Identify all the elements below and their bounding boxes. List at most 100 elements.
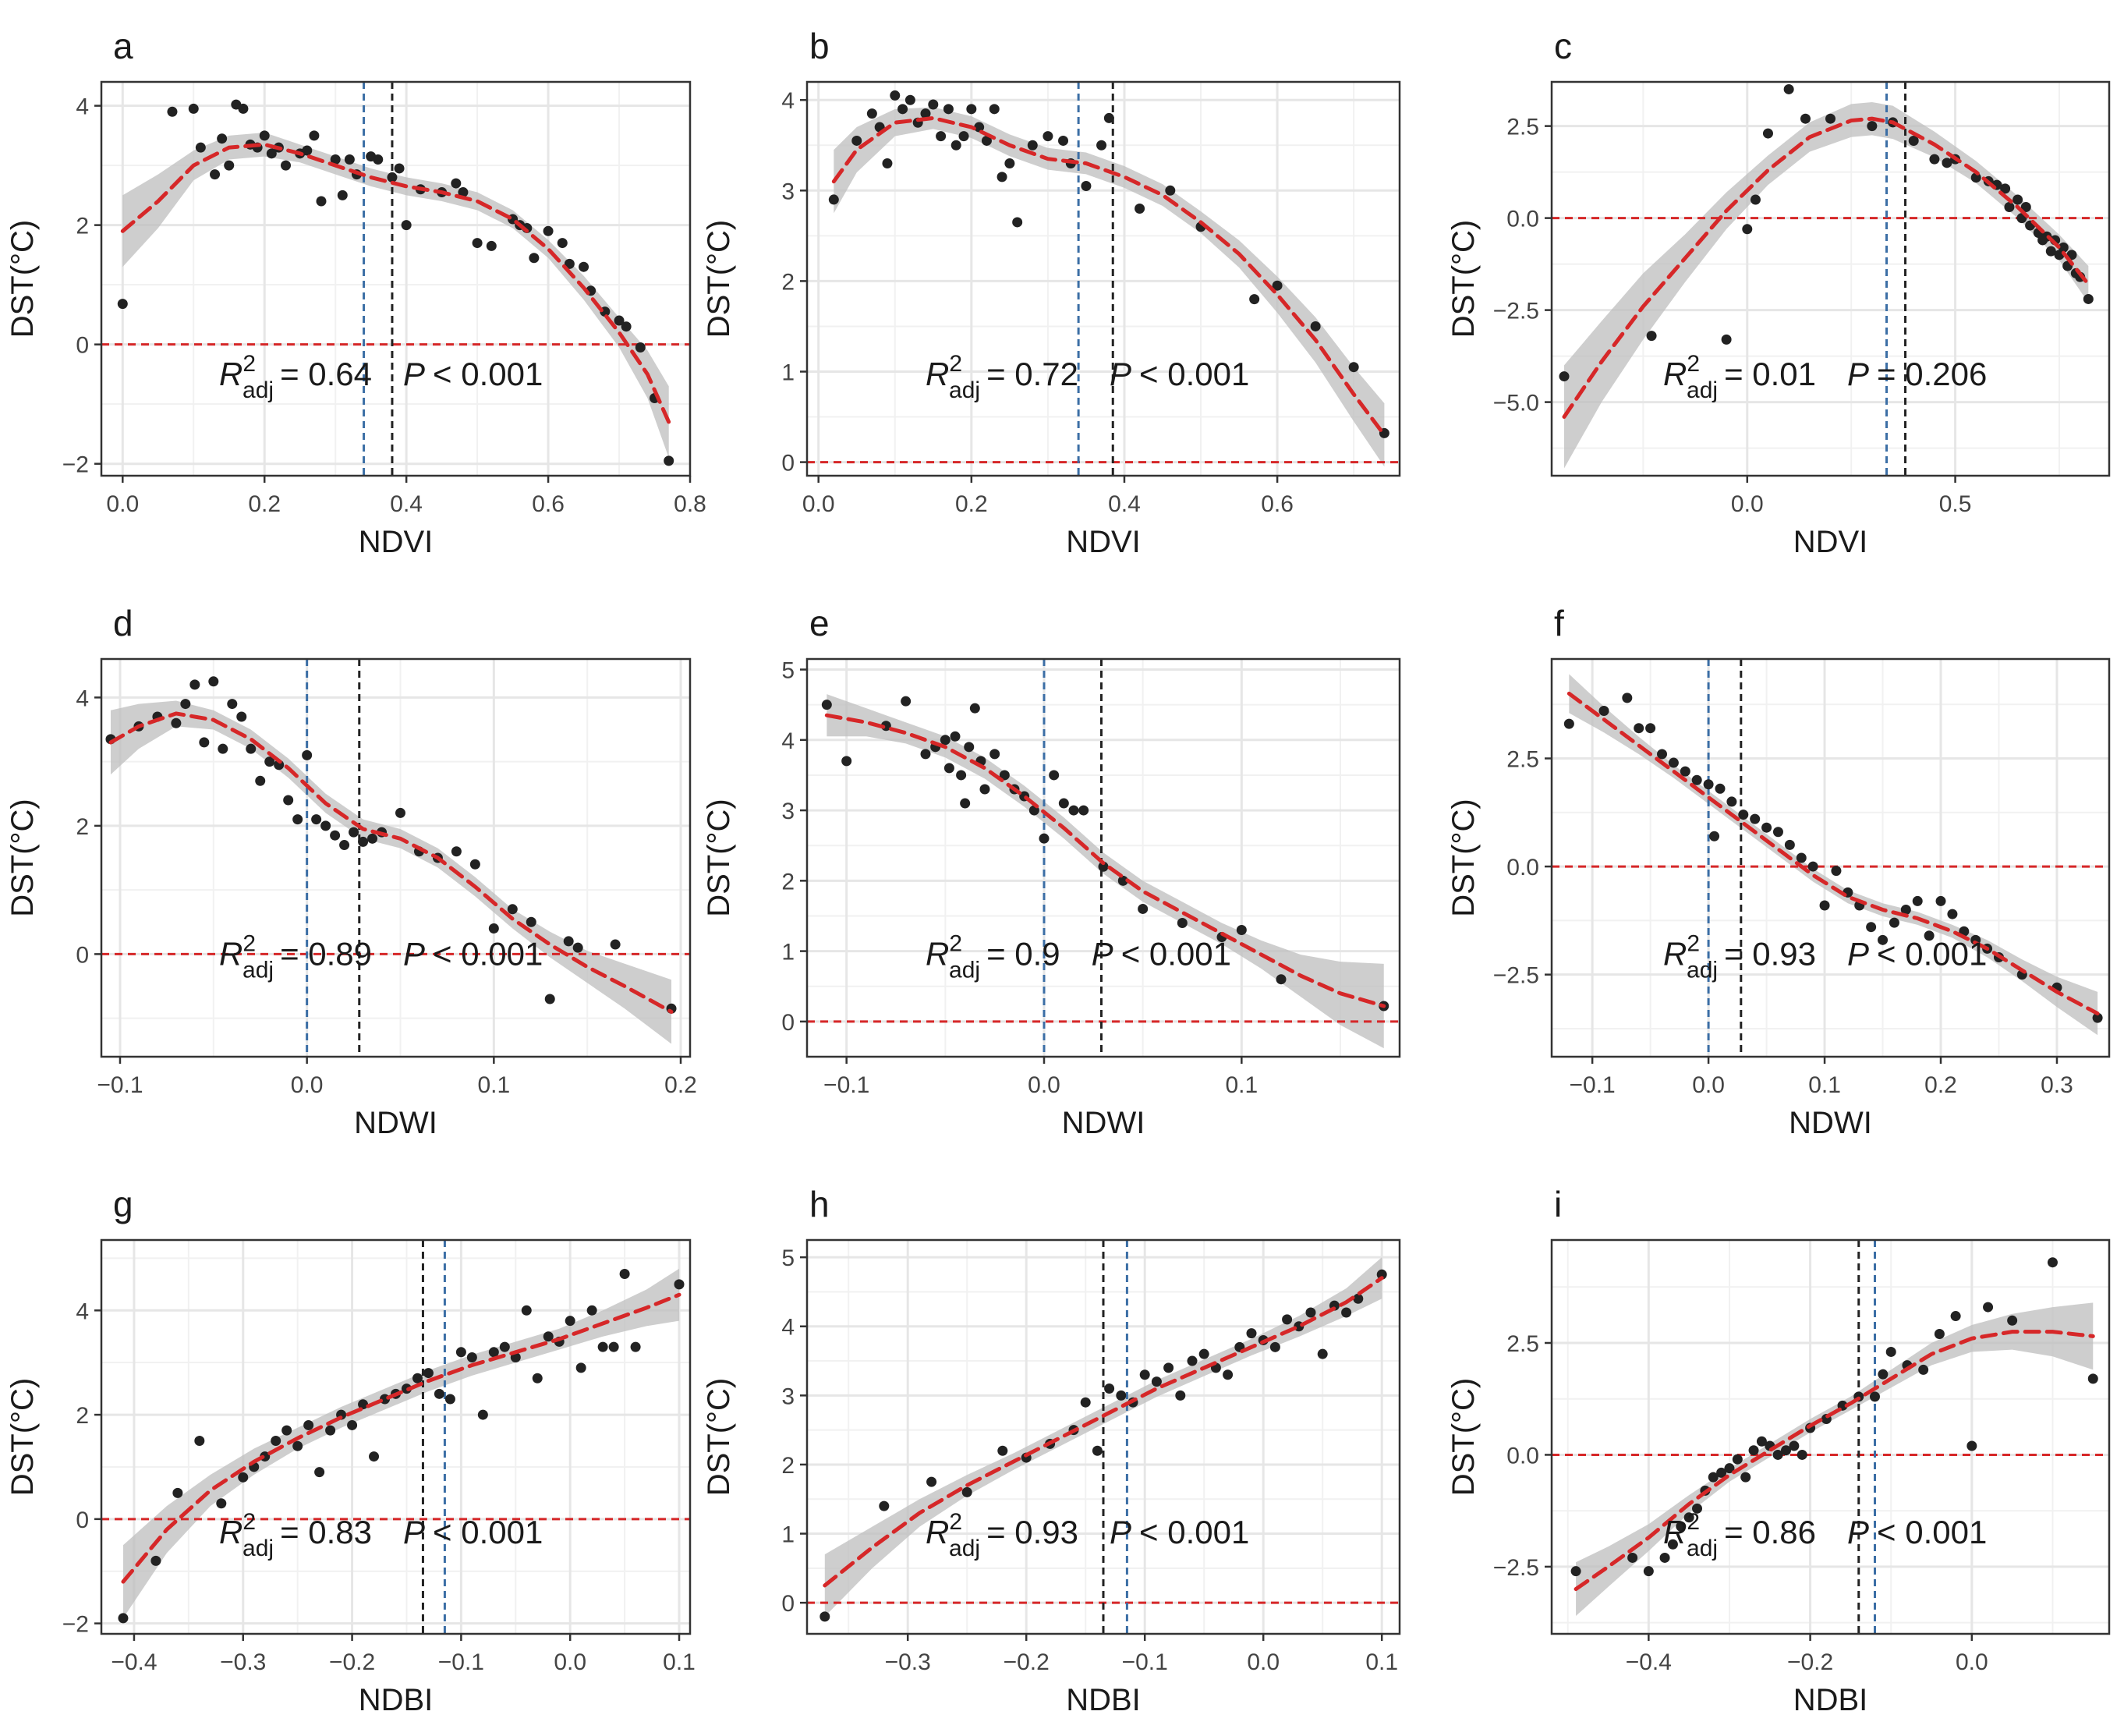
- plot-frame: [100, 80, 692, 477]
- data-point: [1900, 905, 1911, 916]
- data-point: [347, 1419, 358, 1430]
- y-tick-label: 2: [781, 869, 795, 895]
- r2-value: = 0.9: [986, 936, 1060, 973]
- data-point: [320, 820, 331, 831]
- r2-symbol: R: [1663, 356, 1687, 392]
- data-point: [2045, 246, 2056, 257]
- data-point: [1563, 718, 1574, 729]
- plot-background: [1552, 659, 2109, 1057]
- r2-value: = 0.01: [1724, 356, 1816, 392]
- data-point: [1683, 1512, 1694, 1523]
- data-point: [255, 775, 266, 786]
- data-point: [1726, 796, 1737, 807]
- data-point: [1116, 1390, 1127, 1401]
- p-value: < 0.001: [433, 1514, 543, 1550]
- p-symbol: P: [1847, 356, 1869, 392]
- r2-superscript: 2: [949, 931, 962, 957]
- p-value: < 0.001: [1877, 1514, 1987, 1550]
- data-point: [195, 142, 206, 153]
- x-tick-label: 0.5: [1939, 491, 1972, 517]
- data-point: [614, 315, 625, 326]
- x-tick-label: −0.4: [111, 1649, 157, 1675]
- data-point: [330, 154, 341, 165]
- data-point: [1869, 1391, 1880, 1402]
- x-tick-label: 0.0: [106, 491, 139, 517]
- y-tick-label: 2.5: [1506, 747, 1539, 773]
- data-point: [526, 916, 536, 927]
- r2-superscript: 2: [242, 931, 256, 957]
- y-tick-label: 2: [781, 269, 795, 295]
- x-tick-label: 0.1: [1225, 1072, 1258, 1098]
- y-tick-label: 3: [781, 1383, 795, 1409]
- r2-subscript: adj: [242, 958, 274, 983]
- data-point: [828, 194, 839, 205]
- data-point: [1249, 294, 1260, 305]
- stat-annotation: R2 adj = 0.01 P = 0.206: [1663, 351, 1987, 403]
- data-point: [189, 679, 200, 690]
- plot-area: [1552, 1240, 2109, 1634]
- data-point: [1800, 113, 1811, 124]
- data-point: [557, 238, 568, 249]
- data-point: [1081, 181, 1092, 192]
- plot-area: [807, 659, 1400, 1057]
- data-point: [950, 140, 961, 151]
- data-point: [150, 1555, 161, 1566]
- r2-superscript: 2: [242, 1509, 256, 1535]
- confidence-band: [122, 133, 669, 459]
- data-point: [1878, 1369, 1889, 1380]
- panel-g: −0.4 −0.3 −0.2 −0.1 0.0 0.1 −2 0 2 4 NDBI DST(°C) g R…: [5, 1184, 696, 1717]
- data-point: [303, 1419, 314, 1430]
- data-point: [1934, 1329, 1945, 1340]
- data-point: [118, 1613, 129, 1624]
- data-points: [105, 676, 677, 1014]
- data-point: [1935, 895, 1946, 906]
- data-point: [1668, 757, 1679, 768]
- data-point: [1908, 136, 1919, 147]
- data-point: [117, 299, 128, 310]
- data-point: [330, 830, 341, 841]
- y-tick-label: 1: [781, 940, 795, 965]
- y-tick-label: −2.5: [1493, 963, 1539, 989]
- plot-frame: [100, 657, 692, 1058]
- stat-annotation: R2 adj = 0.86 P < 0.001: [1663, 1509, 1987, 1561]
- data-point: [238, 1472, 249, 1483]
- data-point: [920, 749, 931, 760]
- data-point: [879, 1500, 890, 1511]
- data-point: [1282, 1314, 1293, 1325]
- data-point: [451, 846, 462, 857]
- y-tick-label: −2.5: [1493, 299, 1539, 324]
- confidence-band: [1576, 1302, 2094, 1617]
- data-point: [974, 122, 985, 133]
- data-point: [1716, 1467, 1727, 1478]
- r2-symbol: R: [926, 936, 949, 973]
- data-point: [1246, 1328, 1257, 1339]
- data-point: [458, 187, 469, 198]
- data-point: [572, 942, 583, 953]
- y-tick-label: 4: [76, 1298, 89, 1324]
- gridlines: [1552, 1240, 2109, 1634]
- r2-value: = 0.64: [280, 356, 372, 392]
- data-point: [216, 1498, 227, 1509]
- data-point: [316, 196, 327, 207]
- data-point: [956, 770, 967, 781]
- data-point: [311, 814, 322, 825]
- y-tick-label: 5: [781, 658, 795, 684]
- data-point: [2007, 1315, 2018, 1326]
- data-point: [246, 743, 257, 754]
- data-point: [283, 795, 294, 806]
- plot-frame: [100, 1238, 692, 1635]
- p-value: < 0.001: [433, 936, 543, 973]
- y-tick-label: 2: [781, 1453, 795, 1479]
- data-point: [936, 131, 947, 142]
- data-point: [897, 104, 908, 115]
- data-point: [337, 190, 348, 200]
- stat-annotation: R2 adj = 0.72 P < 0.001: [926, 351, 1249, 403]
- y-tick-label: 0: [76, 1507, 89, 1533]
- data-point: [1103, 112, 1114, 123]
- r2-symbol: R: [219, 936, 242, 973]
- r2-subscript: adj: [242, 377, 274, 403]
- data-point: [238, 103, 249, 114]
- data-point: [1742, 224, 1753, 235]
- data-point: [2087, 1373, 2098, 1384]
